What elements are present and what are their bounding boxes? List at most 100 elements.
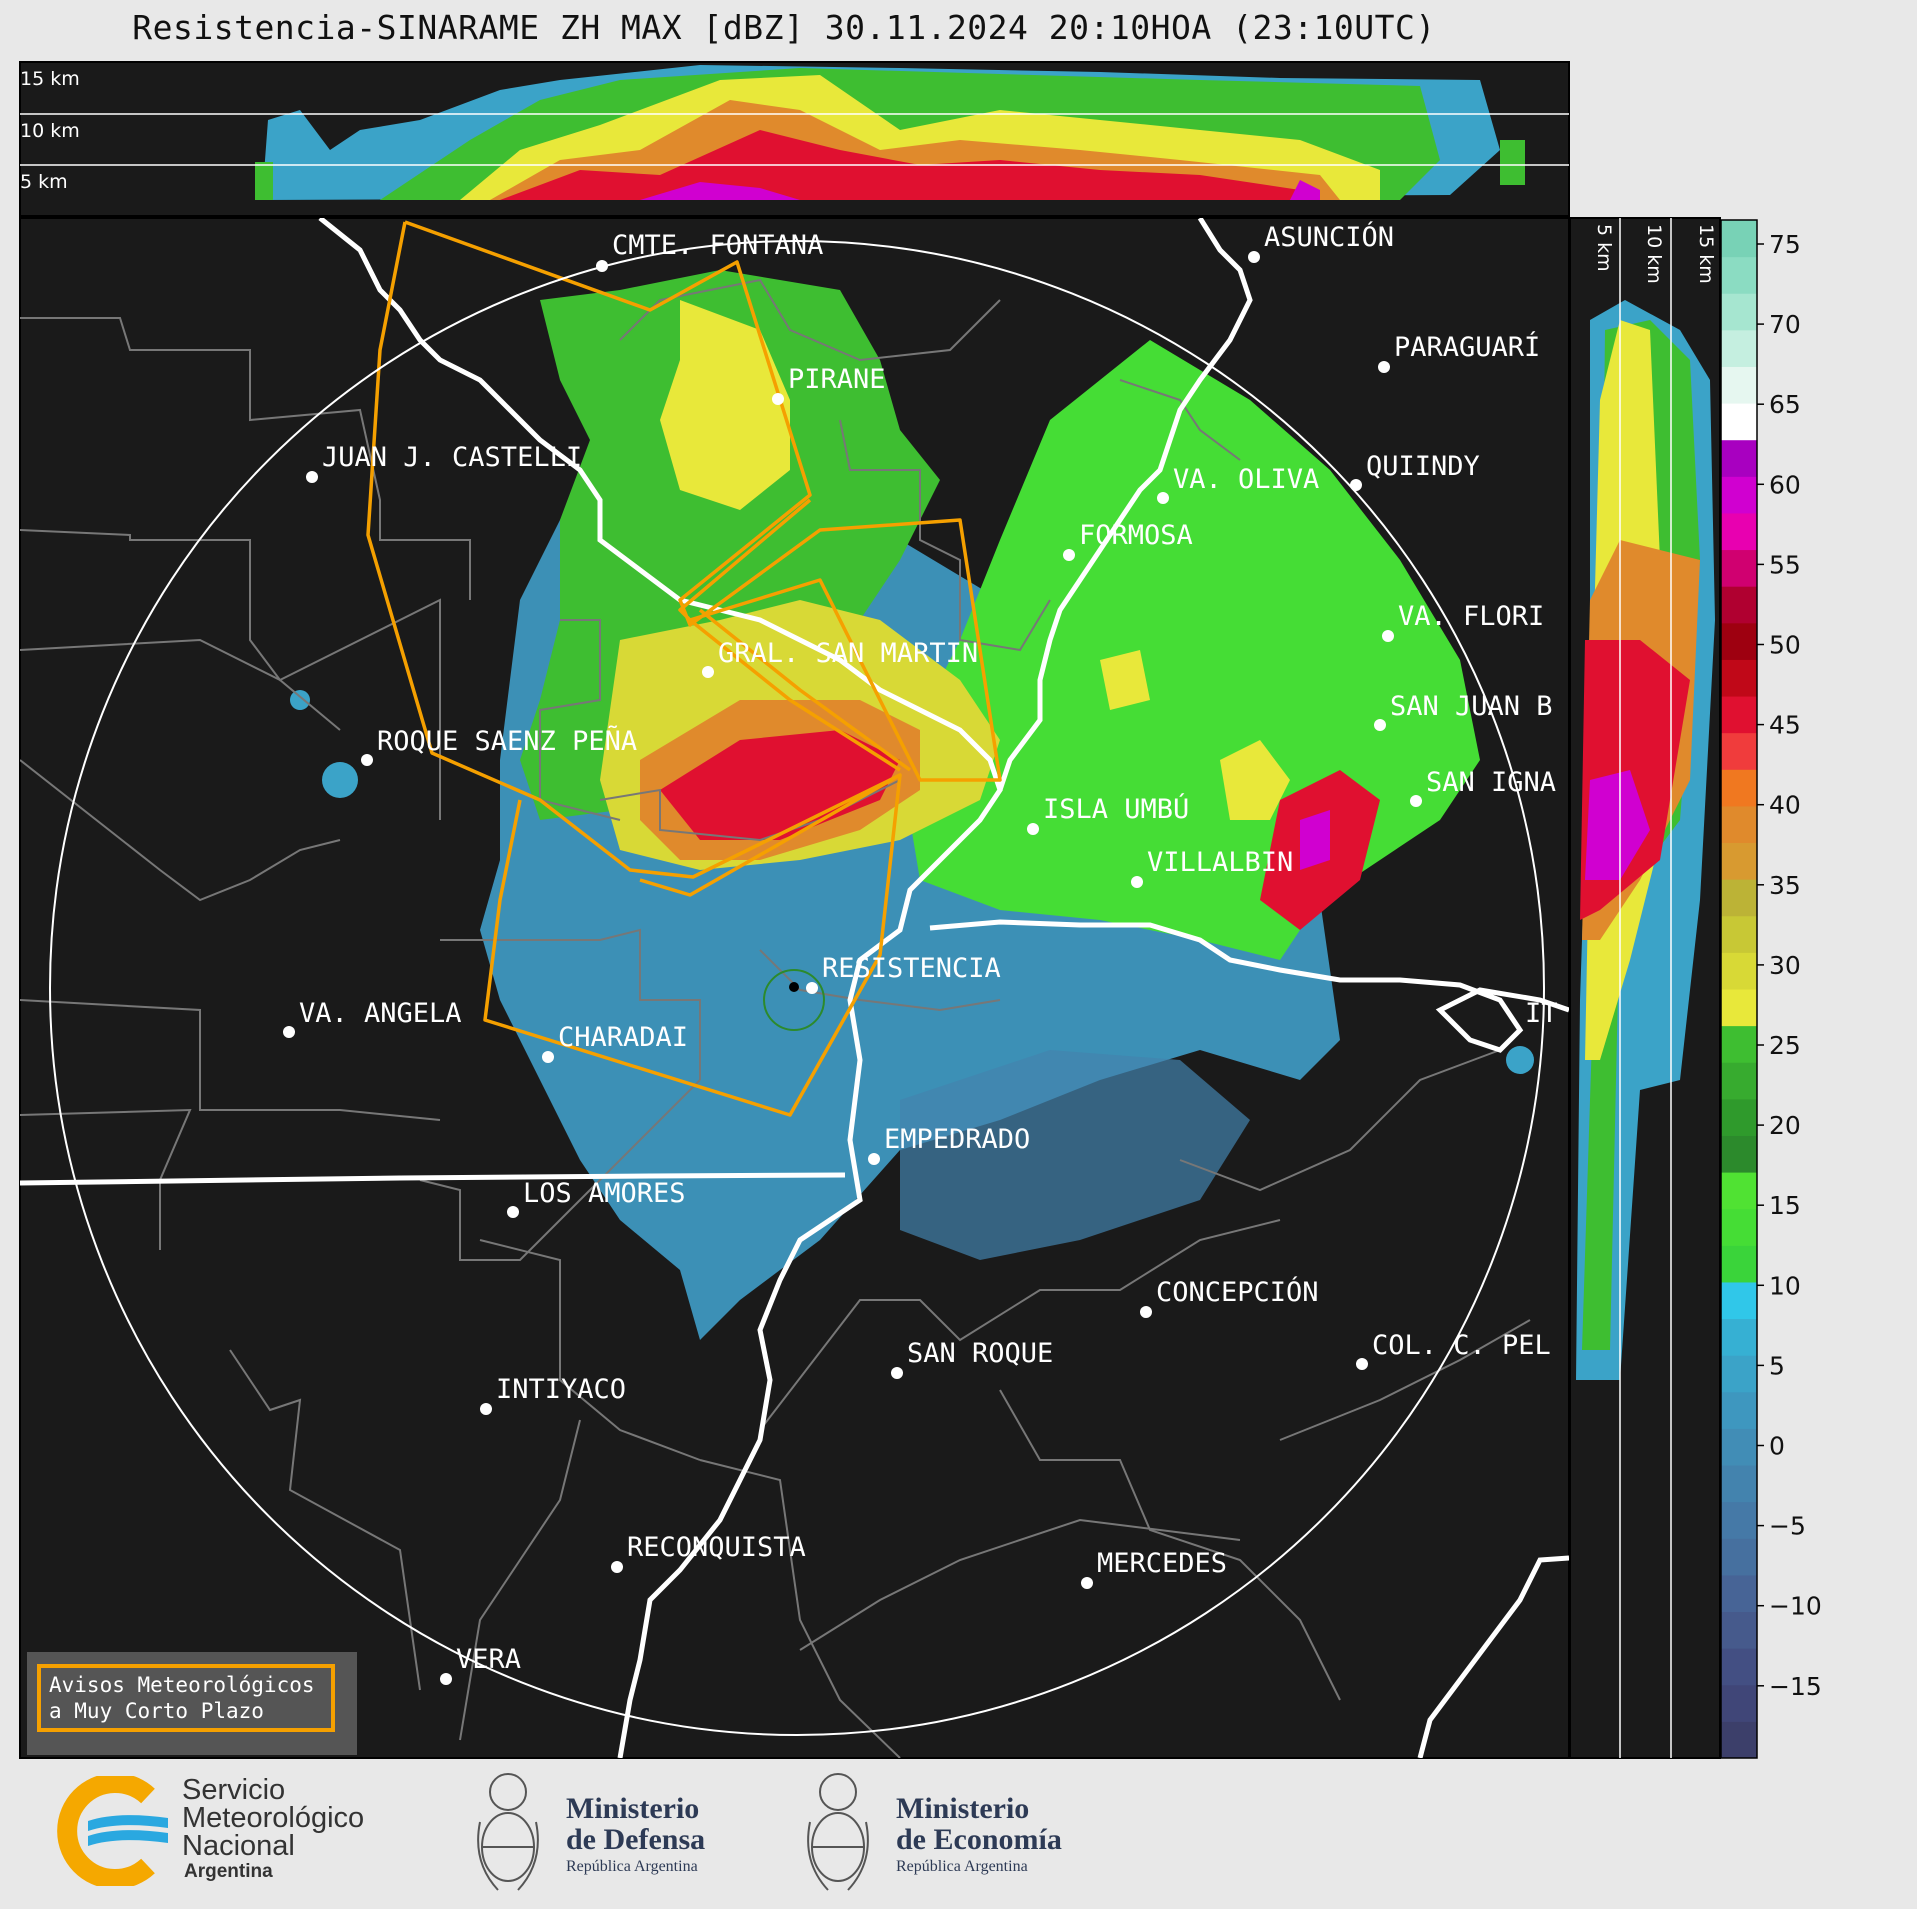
colorbar-tick-label: 15 [1769,1191,1801,1220]
colorbar-tick-label: −10 [1769,1592,1822,1621]
place-quiindy: QUIINDY [1350,451,1480,491]
colorbar-band [1721,842,1757,880]
colorbar-band [1721,1538,1757,1576]
place-va-flori: VA. FLORI [1382,601,1544,642]
colorbar-band [1721,403,1757,441]
svg-text:IT: IT [1525,998,1558,1029]
svg-text:VA. OLIVA: VA. OLIVA [1173,464,1319,495]
svg-text:VA. ANGELA: VA. ANGELA [299,998,462,1029]
colorbar-band [1721,952,1757,990]
colorbar-band [1721,1318,1757,1356]
colorbar-band [1721,1428,1757,1466]
place-juan-j-castelli: JUAN J. CASTELLI [306,442,582,483]
colorbar-tick-label: 35 [1769,871,1801,900]
top-height-panel: 15 km 10 km 5 km [19,61,1570,217]
svg-text:COL. C. PEL: COL. C. PEL [1372,1330,1551,1361]
colorbar-band [1721,512,1757,551]
svg-text:QUIINDY: QUIINDY [1366,451,1480,482]
colorbar-band [1721,1172,1757,1210]
place-isla-umbu: ISLA UMBÚ [1027,793,1189,835]
place-va-oliva: VA. OLIVA [1157,464,1319,504]
colorbar-band [1721,1062,1757,1100]
warning-legend-line: Avisos Meteorológicos [49,1673,315,1697]
colorbar-band [1721,549,1757,587]
place-los-amores: LOS AMORES [507,1178,686,1218]
place-formosa: FORMOSA [1063,520,1193,561]
coat-of-arms-icon [807,1773,869,1891]
place-pirane: PIRANE [772,364,886,405]
colorbar-bands [1721,220,1757,1759]
coat-of-arms-icon [477,1773,539,1891]
svg-text:SAN ROQUE: SAN ROQUE [907,1338,1053,1369]
colorbar-tick-label: −5 [1769,1512,1806,1541]
colorbar-band [1721,1355,1757,1393]
colorbar-band [1721,696,1757,734]
svg-text:JUAN J. CASTELLI: JUAN J. CASTELLI [322,442,582,473]
colorbar-band [1721,1098,1757,1136]
echo-red-core [660,730,900,840]
echo-yellow-pirane [660,300,790,510]
svg-text:ASUNCIÓN: ASUNCIÓN [1264,221,1394,253]
colorbar-tick-label: 60 [1769,470,1801,499]
place-reconquista: RECONQUISTA [611,1532,806,1573]
colorbar-band [1721,1611,1757,1649]
colorbar-band [1721,769,1757,807]
place-it: IT [1525,998,1558,1029]
colorbar-tick-label: 5 [1769,1351,1785,1380]
colorbar-band [1721,1574,1757,1613]
colorbar-tick-label: 25 [1769,1031,1801,1060]
svg-text:FORMOSA: FORMOSA [1079,520,1193,551]
warning-legend-frame: Avisos Meteorológicos a Muy Corto Plazo [37,1664,335,1732]
svg-text:SAN JUAN B: SAN JUAN B [1390,691,1553,722]
svg-text:ISLA UMBÚ: ISLA UMBÚ [1043,793,1189,825]
svg-text:SAN IGNA: SAN IGNA [1426,767,1556,798]
colorbar-tick-label: 55 [1769,550,1801,579]
colorbar-band [1721,659,1757,697]
colorbar-band [1721,622,1757,660]
colorbar-tick-label: 10 [1769,1271,1801,1300]
echo-blue-scatter [900,1050,1250,1260]
place-gral-san-martin: GRAL. SAN MARTIN [702,638,978,678]
svg-text:GRAL. SAN MARTIN: GRAL. SAN MARTIN [718,638,978,669]
colorbar-band [1721,879,1757,917]
svg-text:PARAGUARÍ: PARAGUARÍ [1394,331,1540,363]
svg-text:RESISTENCIA: RESISTENCIA [822,953,1001,984]
svg-text:MERCEDES: MERCEDES [1097,1548,1227,1579]
side-height-label: 5 km [1593,224,1615,272]
place-charadai: CHARADAI [542,1022,688,1063]
side-height-label: 10 km [1643,224,1665,284]
radar-site-marker [789,982,799,992]
colorbar-tick-label: 70 [1769,310,1801,339]
svg-text:LOS AMORES: LOS AMORES [523,1178,686,1209]
colorbar-tick-label: −15 [1769,1672,1822,1701]
colorbar-band [1721,805,1757,844]
range-ring [49,240,1545,1736]
place-san-igna: SAN IGNA [1410,767,1556,807]
place-paraguari: PARAGUARÍ [1378,331,1540,373]
colorbar-tick-label: 20 [1769,1111,1801,1140]
colorbar-tick-label: 0 [1769,1432,1785,1461]
svg-text:CONCEPCIÓN: CONCEPCIÓN [1156,1276,1319,1308]
warning-legend: Avisos Meteorológicos a Muy Corto Plazo [27,1652,357,1755]
place-va-angela: VA. ANGELA [283,998,462,1038]
place-concepcion: CONCEPCIÓN [1140,1276,1319,1318]
svg-text:INTIYACO: INTIYACO [496,1374,626,1405]
colorbar-band [1721,586,1757,624]
page-title: Resistencia-SINARAME ZH MAX [dBZ] 30.11.… [132,8,1436,47]
colorbar-tick-label: 65 [1769,390,1801,419]
radar-map: CMTE. FONTANA ASUNCIÓN PARAGUARÍ PIRANE … [19,217,1570,1759]
colorbar-band [1721,1025,1757,1063]
place-labels: CMTE. FONTANA ASUNCIÓN PARAGUARÍ PIRANE … [283,221,1558,1685]
place-col-c-pel: COL. C. PEL [1356,1330,1551,1370]
colorbar-tick-label: 45 [1769,711,1801,740]
top-echo-magenta [640,180,1320,200]
colorbar-band [1721,1281,1757,1320]
smn-logo-icon [57,1776,168,1886]
colorbar-band [1721,1391,1757,1429]
warning-legend-line: a Muy Corto Plazo [49,1699,264,1723]
colorbar-band [1721,329,1757,367]
svg-text:PIRANE: PIRANE [788,364,886,395]
side-height-label: 15 km [1695,224,1717,284]
colorbar-band [1721,366,1757,404]
